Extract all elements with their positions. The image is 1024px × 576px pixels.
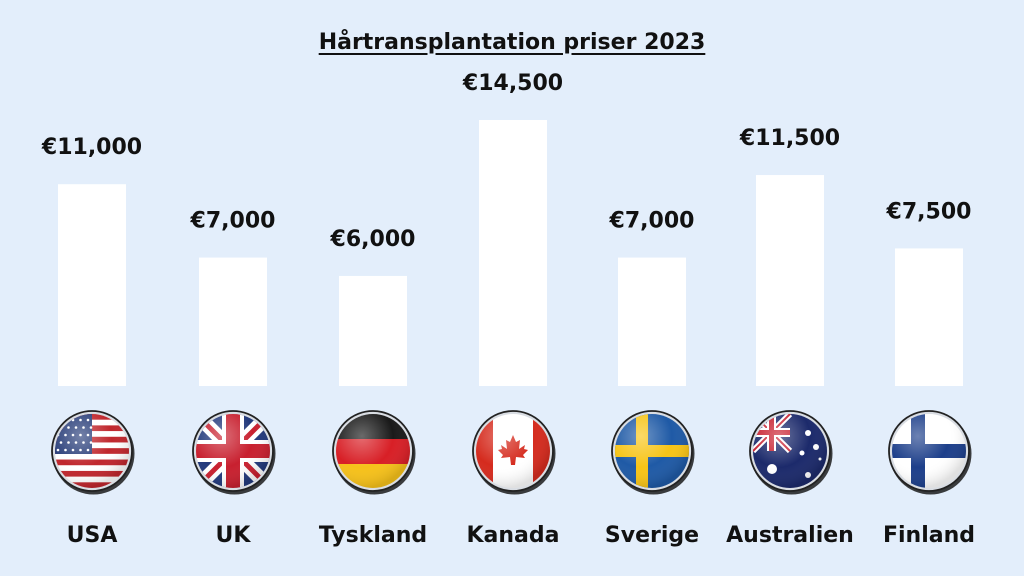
category-label: Australien xyxy=(726,523,854,548)
bar-kanada xyxy=(479,120,547,386)
bar-australien xyxy=(756,175,824,386)
sweden-flag-icon xyxy=(611,410,695,495)
australia-flag-icon xyxy=(749,410,833,495)
usa-flag-icon xyxy=(51,410,135,495)
bar-sverige xyxy=(618,257,686,386)
value-label: €7,500 xyxy=(886,199,972,224)
value-label: €11,000 xyxy=(41,135,142,160)
bar-usa xyxy=(58,184,126,386)
value-label: €7,000 xyxy=(190,209,276,234)
canada-flag-icon xyxy=(472,410,556,495)
value-label: €14,500 xyxy=(462,71,563,96)
value-label: €11,500 xyxy=(739,126,840,151)
category-label: USA xyxy=(67,523,118,548)
category-label: Kanada xyxy=(467,523,560,548)
category-label: Tyskland xyxy=(319,523,427,548)
bar-finland xyxy=(895,248,963,386)
value-label: €6,000 xyxy=(330,227,416,252)
value-label: €7,000 xyxy=(609,209,695,234)
category-label: UK xyxy=(216,523,252,548)
uk-flag-icon xyxy=(192,410,276,495)
bar-uk xyxy=(199,257,267,386)
germany-flag-icon xyxy=(332,410,416,495)
bar-tyskland xyxy=(339,275,407,386)
category-label: Sverige xyxy=(605,523,699,548)
chart-title: Hårtransplantation priser 2023 xyxy=(318,30,706,55)
finland-flag-icon xyxy=(888,410,972,495)
category-label: Finland xyxy=(883,523,975,548)
